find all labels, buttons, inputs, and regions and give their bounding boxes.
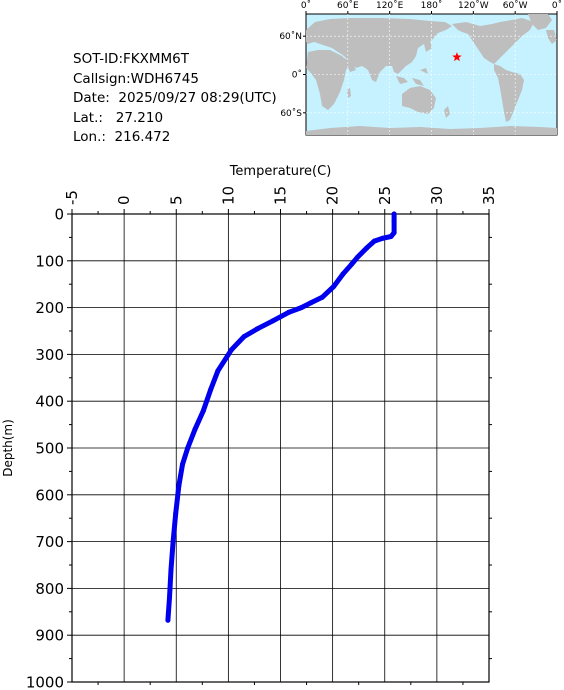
x-axis-title: Temperature(C) (229, 164, 332, 179)
sot-id-text: SOT-ID:FKXMM6T (73, 51, 189, 67)
temperature-profile-point (308, 300, 314, 306)
map-lon-tick: 60˚E (337, 0, 359, 11)
y-tick-label: 700 (35, 533, 64, 551)
map-lon-tick: 0˚ (301, 0, 311, 11)
temperature-profile-point (165, 617, 171, 623)
temperature-profile-point (388, 234, 394, 239)
longitude-text: Lon.: 216.472 (73, 129, 171, 146)
temperature-profile-point (286, 309, 292, 315)
temperature-profile-line (165, 211, 397, 623)
chart-series (165, 211, 397, 623)
temperature-profile-point (270, 318, 276, 324)
temperature-profile-point (168, 567, 174, 573)
y-tick-label: 300 (35, 346, 64, 364)
x-tick-label: 5 (167, 195, 185, 205)
chart-grid (71, 213, 490, 683)
x-tick-label: 25 (376, 186, 394, 205)
temperature-profile-point (167, 595, 172, 601)
y-tick-label: 900 (35, 627, 64, 645)
temperature-profile-point (180, 461, 185, 467)
temperature-profile-point (319, 294, 325, 300)
temperature-profile-point (229, 347, 234, 353)
temperature-profile-point (192, 426, 198, 432)
float-info: SOT-ID:FKXMM6T Callsign:WDH6745 Date: 20… (73, 50, 277, 148)
temperature-profile-point (185, 445, 191, 451)
chart-axes: -5 0 5 10 15 20 25 30 35010020030040050060070080… (26, 186, 498, 690)
temperature-profile-point (298, 305, 304, 311)
map-lat-tick: 60˚S (280, 108, 302, 119)
map-lat-tick: 0˚ (292, 70, 302, 81)
temperature-profile-point (215, 368, 221, 374)
map-ticks: 0˚ 60˚E 120˚E 180˚ 120˚W 60˚W 0˚ 60˚N 0˚ 60˚S (279, 0, 562, 119)
temperature-profile-point (200, 408, 206, 414)
y-tick-label: 0 (54, 206, 64, 224)
y-tick-label: 100 (35, 252, 64, 270)
x-tick-label: 35 (480, 186, 498, 205)
temperature-profile-point (255, 326, 261, 332)
map-lon-tick: 120˚E (376, 0, 404, 11)
y-tick-label: 1000 (26, 674, 64, 690)
x-tick-label: 0 (115, 195, 133, 205)
float-location-marker (452, 52, 462, 62)
temperature-profile-point (391, 211, 397, 217)
y-tick-label: 200 (35, 299, 64, 317)
temperature-profile-point (380, 235, 386, 241)
map-lon-tick: 0˚ (552, 0, 562, 11)
latitude-text: Lat.: 27.210 (73, 109, 164, 126)
date-text: Date: 2025/09/27 08:29(UTC) (73, 90, 277, 107)
x-tick-label: 30 (428, 186, 446, 205)
temperature-profile-point (364, 245, 370, 251)
temperature-profile-point (348, 262, 354, 267)
temperature-profile-point (340, 271, 346, 277)
map-lat-tick: 60˚N (279, 31, 302, 42)
temperature-profile-point (355, 254, 361, 260)
map-lon-tick: 180˚ (421, 0, 443, 11)
temperature-profile-point (331, 284, 337, 289)
temperature-profile-point (176, 482, 182, 488)
x-tick-label: 10 (219, 186, 237, 205)
map-lon-tick: 60˚W (503, 0, 528, 11)
temperature-profile-point (241, 334, 247, 340)
y-axis-title: Depth(m) (1, 419, 15, 477)
y-tick-label: 400 (35, 393, 64, 411)
temperature-profile-point (208, 387, 214, 392)
map-lon-tick: 120˚W (458, 0, 489, 11)
temperature-profile-point (391, 218, 397, 224)
x-tick-label: -5 (63, 190, 81, 205)
temperature-profile-point (371, 238, 377, 244)
callsign-text: Callsign:WDH6745 (73, 70, 199, 87)
y-tick-label: 800 (35, 580, 64, 598)
location-map: 0˚ 60˚E 120˚E 180˚ 120˚W 60˚W 0˚ 60˚N 0˚ 60˚S (279, 0, 562, 136)
x-tick-label: 15 (272, 186, 290, 205)
map-graticule (306, 14, 557, 135)
y-tick-label: 600 (35, 486, 64, 504)
temperature-profile-point (391, 230, 397, 236)
temperature-profile-point (173, 511, 179, 516)
y-tick-label: 500 (35, 440, 64, 458)
x-tick-label: 20 (324, 186, 342, 205)
temperature-profile-point (170, 539, 176, 545)
